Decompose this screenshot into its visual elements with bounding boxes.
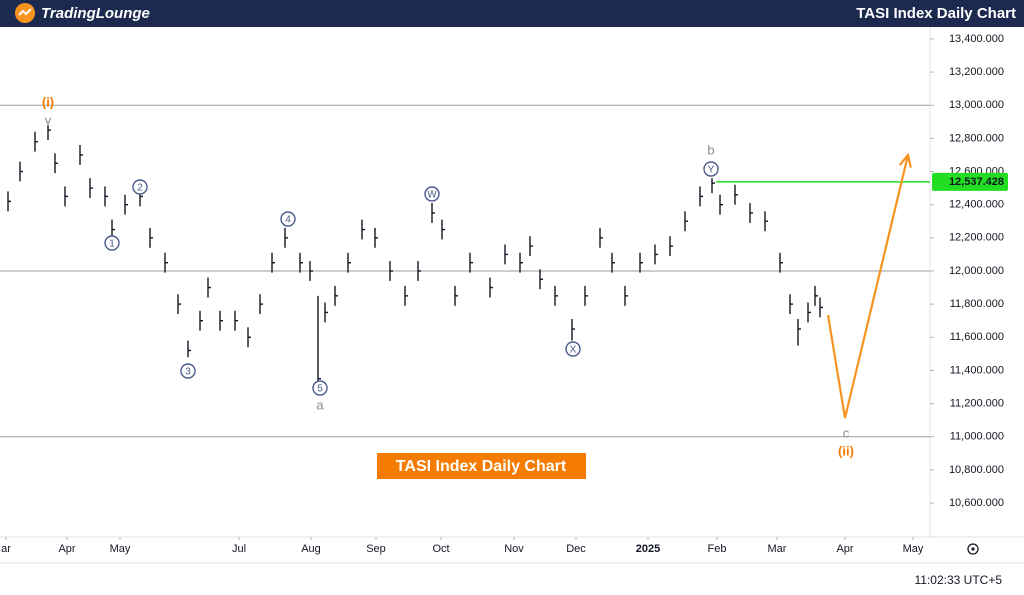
y-tick-label: 13,000.000 (949, 99, 1004, 111)
y-tick-label: 11,400.000 (950, 364, 1004, 376)
wave-label: 2 (137, 183, 143, 194)
x-tick-label: Apr (58, 543, 75, 555)
x-tick-label: Sep (366, 543, 386, 555)
x-tick-label: May (110, 543, 131, 555)
wave-label-circle (424, 186, 440, 202)
y-tick-label: 11,200.000 (950, 397, 1004, 409)
wave-label: (i) (42, 94, 54, 109)
x-tick-label: Nov (504, 543, 524, 555)
current-level-label: 12,537.428 (949, 176, 1004, 188)
projection-arrowhead (898, 152, 912, 168)
x-tick-label: Oct (432, 543, 449, 555)
wave-label: W (427, 190, 437, 201)
settings-icon-dot (971, 547, 975, 551)
wave-label: 5 (317, 384, 323, 395)
x-tick-label: 2025 (636, 543, 660, 555)
y-tick-label: 11,600.000 (950, 331, 1004, 343)
wave-label: Y (708, 165, 715, 176)
wave-label: c (843, 425, 850, 440)
x-tick-label: ar (1, 543, 11, 555)
x-tick-label: May (903, 543, 924, 555)
chart-title: TASI Index Daily Chart (396, 458, 567, 475)
projection-line (826, 154, 910, 419)
y-tick-label: 12,400.000 (949, 199, 1004, 211)
logo-mark (18, 8, 32, 16)
y-tick-label: 13,200.000 (949, 66, 1004, 78)
y-tick-label: 12,200.000 (949, 232, 1004, 244)
x-tick-label: Jul (232, 543, 246, 555)
wave-label-circle (312, 380, 328, 396)
wave-label-circle (180, 363, 196, 379)
wave-label: b (707, 142, 714, 157)
wave-label: X (570, 345, 577, 356)
wave-label: a (316, 397, 324, 412)
y-tick-label: 10,800.000 (949, 464, 1004, 476)
current-level-box (932, 172, 1008, 191)
x-tick-label: Apr (836, 543, 853, 555)
header-title: TASI Index Daily Chart (856, 5, 1016, 22)
logo-text: TradingLounge (41, 5, 150, 22)
wave-label-circle (565, 341, 581, 357)
chart-title-box (377, 453, 586, 479)
wave-label: v (45, 112, 52, 127)
y-tick-label: 11,000.000 (950, 431, 1004, 443)
wave-label-circle (703, 161, 719, 177)
wave-label-circle (280, 211, 296, 227)
header-bar (0, 0, 1024, 27)
x-tick-label: Dec (566, 543, 586, 555)
y-tick-label: 12,800.000 (949, 132, 1004, 144)
wave-label-circle (104, 235, 120, 251)
y-tick-label: 11,800.000 (950, 298, 1004, 310)
y-tick-label: 10,600.000 (949, 497, 1004, 509)
plot (0, 104, 930, 438)
wave-label: (ii) (838, 443, 854, 458)
x-tick-label: Feb (708, 543, 727, 555)
wave-label-circle (132, 179, 148, 195)
x-tick-label: Mar (768, 543, 787, 555)
y-tick-label: 12,000.000 (949, 265, 1004, 277)
y-tick-label: 13,400.000 (949, 33, 1004, 45)
clock: 11:02:33 UTC+5 (915, 573, 1003, 587)
wave-label: 1 (109, 239, 115, 250)
wave-label: 4 (285, 215, 291, 226)
wave-label: 3 (185, 367, 191, 378)
settings-icon[interactable] (967, 543, 979, 555)
x-tick-label: Aug (301, 543, 321, 555)
